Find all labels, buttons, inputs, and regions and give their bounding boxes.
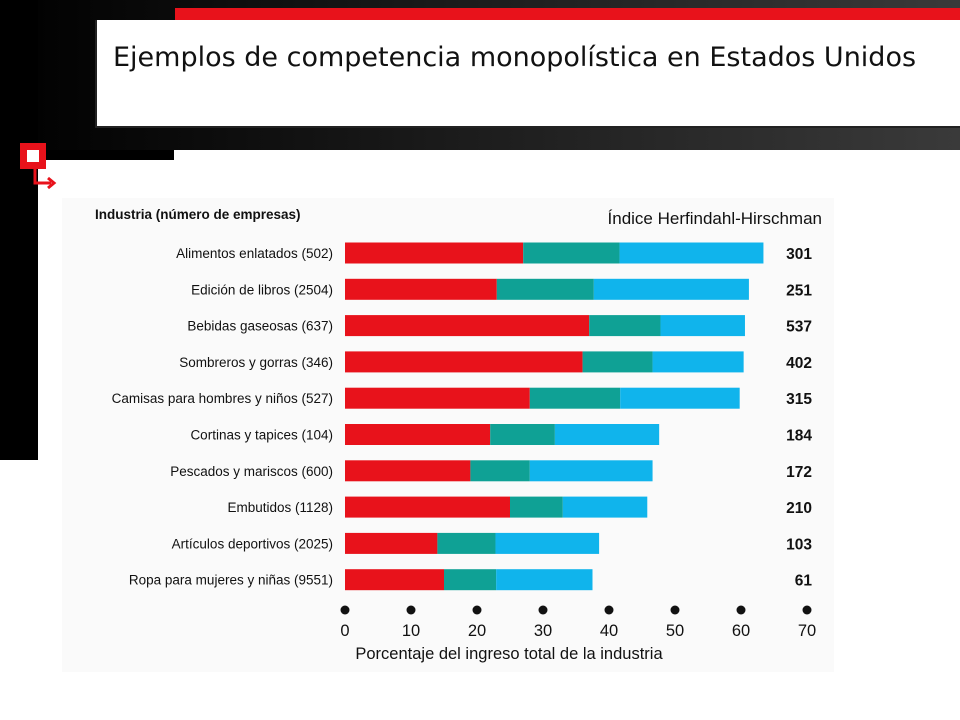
hhi-column-header: Índice Herfindahl-Hirschman	[608, 209, 822, 228]
x-tick-mark	[736, 605, 746, 615]
bar-segment-3	[620, 387, 740, 409]
bar-segment-3	[652, 351, 744, 373]
hhi-value: 184	[786, 428, 812, 445]
x-tick-label: 0	[340, 622, 349, 640]
x-tick-label: 60	[732, 622, 750, 640]
bar-segment-2	[470, 460, 530, 482]
x-tick-mark	[340, 605, 350, 615]
x-tick-mark	[538, 605, 548, 615]
category-label: Ropa para mujeres y niñas (9551)	[129, 573, 333, 588]
category-column-header: Industria (número de empresas)	[95, 207, 301, 222]
slide-left-bar	[0, 0, 38, 460]
bar-segment-1	[345, 351, 583, 373]
hhi-value: 402	[786, 355, 812, 372]
x-tick-label: 10	[402, 622, 420, 640]
bar-segment-2	[510, 496, 563, 518]
category-label: Sombreros y gorras (346)	[179, 355, 333, 370]
bar-segment-2	[589, 315, 661, 337]
bar-segment-1	[345, 242, 524, 264]
bar-segment-2	[444, 569, 497, 591]
category-label: Bebidas gaseosas (637)	[187, 319, 333, 334]
bar-segment-1	[345, 387, 530, 409]
category-label: Embutidos (1128)	[227, 500, 333, 515]
bullet-square-icon	[20, 143, 46, 169]
x-tick-mark	[406, 605, 416, 615]
bullet-arrow-icon	[33, 168, 57, 190]
hhi-value: 537	[786, 319, 812, 336]
category-label: Pescados y mariscos (600)	[170, 464, 333, 479]
bar-segment-1	[345, 424, 491, 445]
category-label: Edición de libros (2504)	[191, 282, 333, 297]
bar-segment-3	[529, 460, 653, 482]
category-label: Alimentos enlatados (502)	[176, 246, 333, 261]
bar-segment-2	[496, 278, 594, 300]
bar-segment-2	[529, 387, 621, 409]
title-box: Ejemplos de competencia monopolística en…	[95, 20, 960, 128]
category-label: Cortinas y tapices (104)	[190, 428, 333, 443]
bar-segment-3	[496, 569, 593, 591]
hhi-value: 251	[786, 282, 812, 299]
bar-segment-3	[562, 496, 648, 518]
bullet-square-inner	[27, 150, 39, 162]
x-tick-label: 70	[798, 622, 816, 640]
bar-segment-2	[523, 242, 620, 264]
bar-segment-2	[582, 351, 653, 373]
category-label: Camisas para hombres y niños (527)	[112, 391, 333, 406]
category-label: Artículos deportivos (2025)	[172, 536, 333, 551]
hhi-value: 301	[786, 246, 812, 263]
hhi-value: 61	[795, 573, 813, 590]
hhi-value: 315	[786, 391, 812, 408]
bar-segment-1	[345, 278, 497, 300]
x-tick-mark	[472, 605, 482, 615]
x-tick-label: 20	[468, 622, 486, 640]
bar-segment-3	[660, 315, 745, 337]
x-tick-label: 40	[600, 622, 618, 640]
slide-dark-band	[38, 150, 174, 160]
bar-segment-3	[593, 278, 749, 300]
x-tick-label: 50	[666, 622, 684, 640]
bar-segment-2	[490, 424, 555, 445]
hhi-value: 172	[786, 464, 812, 481]
slide-title: Ejemplos de competencia monopolística en…	[113, 42, 917, 73]
x-tick-mark	[802, 605, 812, 615]
x-axis-label: Porcentaje del ingreso total de la indus…	[355, 645, 663, 663]
bar-segment-1	[345, 460, 471, 482]
hhi-value: 210	[786, 500, 812, 517]
x-tick-mark	[670, 605, 680, 615]
slide-red-stripe	[175, 8, 960, 22]
bar-segment-2	[437, 532, 496, 554]
x-tick-label: 30	[534, 622, 552, 640]
bar-segment-3	[554, 424, 660, 445]
bar-segment-1	[345, 315, 590, 337]
bar-segment-1	[345, 496, 510, 518]
bar-segment-3	[495, 532, 600, 554]
bar-segment-1	[345, 532, 438, 554]
hhi-value: 103	[786, 536, 812, 553]
bar-segment-1	[345, 569, 444, 591]
x-tick-mark	[604, 605, 614, 615]
bar-segment-3	[619, 242, 764, 264]
